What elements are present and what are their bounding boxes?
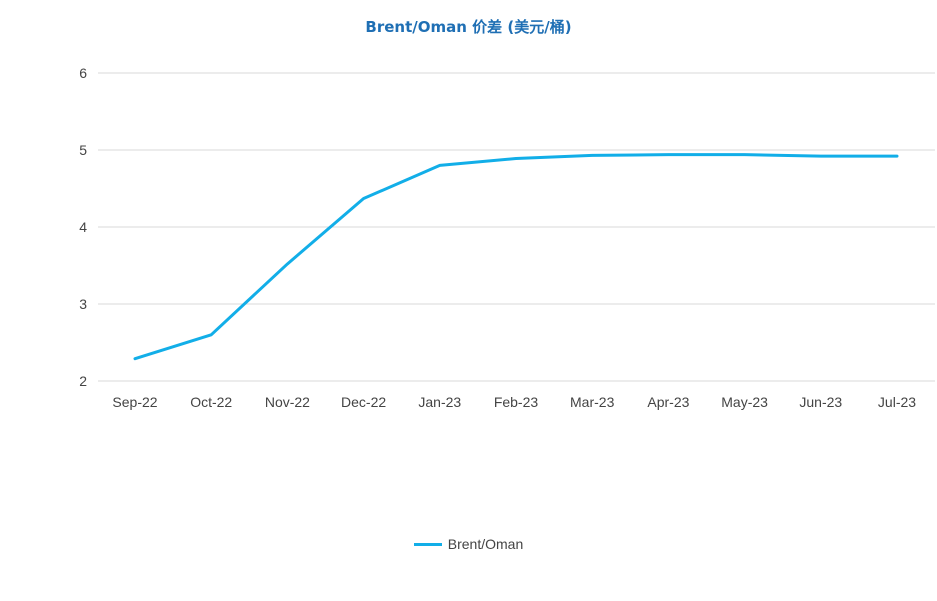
legend-label-brent-oman: Brent/Oman (447, 536, 524, 552)
x-tick-label: Nov-22 (265, 394, 310, 410)
y-tick-label: 2 (79, 373, 87, 389)
x-tick-label: Oct-22 (190, 394, 232, 410)
y-tick-label: 4 (79, 219, 87, 235)
x-tick-label: Feb-23 (494, 394, 539, 410)
x-tick-label: Jan-23 (418, 394, 461, 410)
y-tick-label: 6 (79, 65, 87, 81)
gridlines (98, 72, 935, 382)
x-axis-ticks: Sep-22 Oct-22 Nov-22 Dec-22 Jan-23 Feb-23 Mar-… (112, 394, 916, 410)
x-tick-label: Jun-23 (799, 394, 842, 410)
legend-swatch-brent-oman (413, 542, 442, 546)
y-tick-label: 3 (79, 296, 87, 312)
y-axis-ticks: 2 3 4 5 6 (79, 65, 87, 389)
y-tick-label: 5 (79, 142, 87, 158)
series-layer (133, 153, 899, 361)
x-tick-label: Mar-23 (570, 394, 615, 410)
x-tick-label: May-23 (721, 394, 768, 410)
chart-title: Brent/Oman 价差 (美元/桶) (365, 18, 572, 36)
legend: Brent/Oman (0, 536, 937, 552)
x-tick-label: Jul-23 (878, 394, 916, 410)
series-line-brent-oman (133, 153, 899, 361)
x-tick-label: Apr-23 (647, 394, 689, 410)
x-tick-label: Sep-22 (112, 394, 157, 410)
x-tick-label: Dec-22 (341, 394, 386, 410)
